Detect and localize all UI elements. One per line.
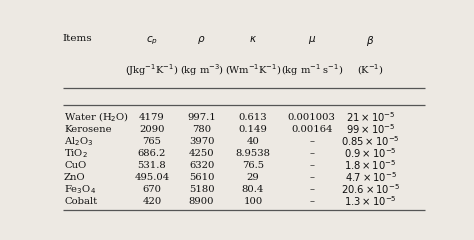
Text: 0.001003: 0.001003	[288, 113, 336, 122]
Text: $\kappa$: $\kappa$	[249, 34, 257, 44]
Text: $\mu$: $\mu$	[308, 34, 316, 46]
Text: 100: 100	[244, 197, 263, 206]
Text: TiO$_2$: TiO$_2$	[64, 147, 88, 160]
Text: 8.9538: 8.9538	[236, 149, 271, 158]
Text: Cobalt: Cobalt	[64, 197, 97, 206]
Text: 2090: 2090	[139, 125, 165, 134]
Text: Kerosene: Kerosene	[64, 125, 112, 134]
Text: 670: 670	[143, 185, 162, 194]
Text: $21\times10^{-5}$: $21\times10^{-5}$	[346, 110, 395, 124]
Text: 0.613: 0.613	[239, 113, 267, 122]
Text: Fe$_3$O$_4$: Fe$_3$O$_4$	[64, 183, 96, 196]
Text: –: –	[310, 149, 314, 158]
Text: $c_p$: $c_p$	[146, 34, 158, 47]
Text: 686.2: 686.2	[138, 149, 166, 158]
Text: $\rho$: $\rho$	[197, 34, 206, 46]
Text: $4.7\times10^{-5}$: $4.7\times10^{-5}$	[345, 171, 397, 184]
Text: 5180: 5180	[189, 185, 214, 194]
Text: (Jkg$^{-1}$K$^{-1}$): (Jkg$^{-1}$K$^{-1}$)	[126, 62, 179, 78]
Text: (Wm$^{-1}$K$^{-1}$): (Wm$^{-1}$K$^{-1}$)	[225, 62, 281, 77]
Text: 40: 40	[246, 137, 259, 146]
Text: Items: Items	[63, 34, 92, 43]
Text: 531.8: 531.8	[137, 161, 166, 170]
Text: Al$_2$O$_3$: Al$_2$O$_3$	[64, 135, 93, 148]
Text: $20.6\times10^{-5}$: $20.6\times10^{-5}$	[341, 183, 400, 196]
Text: 495.04: 495.04	[135, 173, 170, 182]
Text: $1.3\times10^{-5}$: $1.3\times10^{-5}$	[344, 195, 397, 208]
Text: CuO: CuO	[64, 161, 86, 170]
Text: 0.00164: 0.00164	[291, 125, 333, 134]
Text: ZnO: ZnO	[64, 173, 86, 182]
Text: (K$^{-1}$): (K$^{-1}$)	[357, 62, 384, 77]
Text: 3970: 3970	[189, 137, 214, 146]
Text: (kg m$^{-1}$ s$^{-1}$): (kg m$^{-1}$ s$^{-1}$)	[281, 62, 343, 78]
Text: 4250: 4250	[189, 149, 214, 158]
Text: –: –	[310, 161, 314, 170]
Text: 420: 420	[142, 197, 162, 206]
Text: –: –	[310, 197, 314, 206]
Text: 0.149: 0.149	[238, 125, 267, 134]
Text: $1.8\times10^{-5}$: $1.8\times10^{-5}$	[345, 159, 397, 172]
Text: –: –	[310, 137, 314, 146]
Text: (kg m$^{-3}$): (kg m$^{-3}$)	[180, 62, 224, 78]
Text: 780: 780	[192, 125, 211, 134]
Text: $0.9\times10^{-5}$: $0.9\times10^{-5}$	[344, 147, 397, 160]
Text: 80.4: 80.4	[242, 185, 264, 194]
Text: 997.1: 997.1	[187, 113, 216, 122]
Text: –: –	[310, 185, 314, 194]
Text: $99\times10^{-5}$: $99\times10^{-5}$	[346, 123, 395, 136]
Text: 76.5: 76.5	[242, 161, 264, 170]
Text: $0.85\times10^{-5}$: $0.85\times10^{-5}$	[341, 135, 400, 148]
Text: $\beta$: $\beta$	[366, 34, 375, 48]
Text: 765: 765	[143, 137, 162, 146]
Text: 5610: 5610	[189, 173, 214, 182]
Text: 6320: 6320	[189, 161, 214, 170]
Text: 4179: 4179	[139, 113, 165, 122]
Text: –: –	[310, 173, 314, 182]
Text: 8900: 8900	[189, 197, 214, 206]
Text: 29: 29	[246, 173, 259, 182]
Text: Water (H$_2$O): Water (H$_2$O)	[64, 111, 129, 124]
